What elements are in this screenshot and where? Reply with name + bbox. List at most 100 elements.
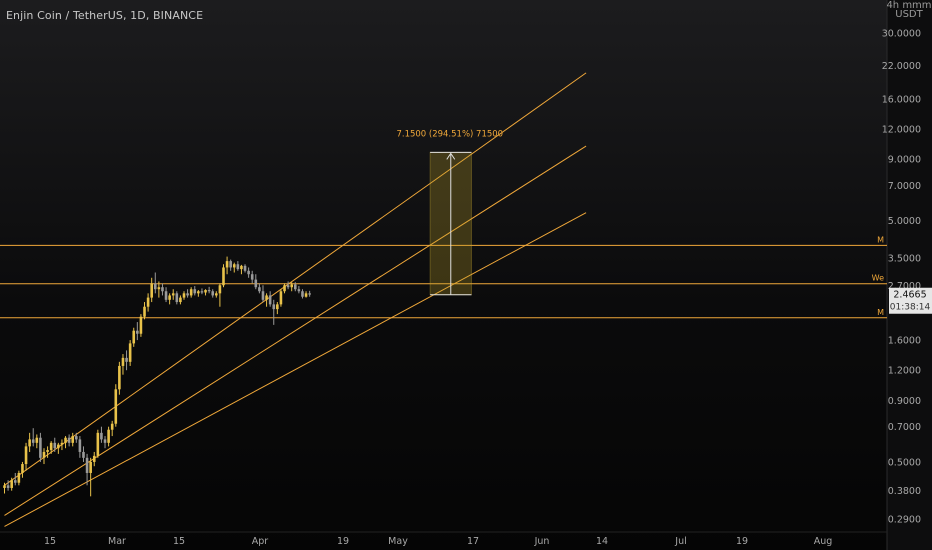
candle-body[interactable] [247,270,250,275]
price-axis-panel[interactable] [887,0,932,550]
candle-body[interactable] [64,437,67,443]
y-tick-label: 1.2000 [888,366,921,377]
candle-body[interactable] [21,464,24,473]
candle-body[interactable] [92,455,96,462]
channel-trendline[interactable] [4,212,587,527]
candle-body[interactable] [49,442,53,451]
candle-body[interactable] [243,265,247,271]
candle-body[interactable] [128,343,132,362]
candle-body[interactable] [211,291,215,296]
candle-body[interactable] [304,293,308,297]
candle-body[interactable] [46,450,49,452]
candle-body[interactable] [6,485,10,488]
candle-body[interactable] [85,457,89,473]
candle-body[interactable] [200,291,204,293]
candle-body[interactable] [175,293,179,303]
candle-body[interactable] [168,295,171,300]
candle-body[interactable] [258,287,261,292]
candle-body[interactable] [107,429,110,443]
candle-body[interactable] [286,285,290,288]
candle-body[interactable] [293,284,297,290]
x-tick-label: 17 [467,536,479,547]
candle-body[interactable] [215,293,218,296]
candle-body[interactable] [261,291,265,300]
candle-body[interactable] [164,291,168,300]
candle-body[interactable] [71,436,75,443]
channel-trendline[interactable] [4,145,587,516]
candle-body[interactable] [232,264,236,268]
candle-body[interactable] [250,274,254,280]
candle-body[interactable] [240,265,243,270]
candle-body[interactable] [103,439,107,443]
candle-body[interactable] [150,283,153,298]
candle-body[interactable] [3,485,6,488]
candle-body[interactable] [121,357,125,366]
candle-body[interactable] [276,304,279,310]
candle-body[interactable] [39,437,42,458]
candle-body[interactable] [283,285,286,292]
candle-body[interactable] [89,461,92,473]
candle-body[interactable] [301,291,304,297]
candle-body[interactable] [225,261,229,268]
candle-body[interactable] [10,480,13,488]
candle-body[interactable] [24,446,28,465]
candle-body[interactable] [308,293,311,295]
candle-body[interactable] [35,437,39,443]
candle-body[interactable] [182,293,186,298]
candle-body[interactable] [114,389,118,424]
candle-body[interactable] [193,289,197,294]
candle-body[interactable] [118,365,121,390]
currency-top-label: 4h mmm [886,0,931,11]
candle-body[interactable] [268,295,272,305]
candle-body[interactable] [143,306,146,317]
candle-body[interactable] [189,289,193,296]
candle-body[interactable] [78,439,82,452]
candle-body[interactable] [31,439,35,443]
price-badge-countdown: 01:38:14 [890,303,931,313]
candle-body[interactable] [53,442,57,449]
candle-body[interactable] [204,290,207,293]
candle-body[interactable] [207,290,211,292]
candle-body[interactable] [96,432,100,456]
candle-body[interactable] [218,285,222,294]
candle-body[interactable] [28,439,31,447]
candle-body[interactable] [136,330,139,334]
candle-body[interactable] [125,357,128,362]
candle-body[interactable] [279,291,283,305]
candle-body[interactable] [161,287,164,292]
candle-body[interactable] [236,264,240,270]
candle-body[interactable] [57,444,60,449]
candle-body[interactable] [42,451,46,458]
measure-arrow-head [446,152,456,160]
candle-body[interactable] [272,304,276,310]
candle-body[interactable] [197,291,200,294]
y-tick-label: 5.0000 [888,216,921,227]
candle-body[interactable] [186,293,189,296]
candle-body[interactable] [229,261,232,268]
candle-body[interactable] [290,284,293,288]
y-tick-label: 0.5000 [888,457,921,468]
candle-body[interactable] [297,289,301,292]
candle-body[interactable] [17,472,21,483]
candle-body[interactable] [153,283,157,290]
y-tick-label: 2.7000 [888,281,921,292]
y-tick-label: 22.0000 [882,61,921,72]
candle-body[interactable] [179,297,182,303]
channel-trendline[interactable] [4,72,587,486]
candle-body[interactable] [139,316,143,334]
candle-body[interactable] [132,330,136,344]
candle-body[interactable] [67,437,71,443]
candle-body[interactable] [75,436,78,440]
candle-body[interactable] [146,297,150,307]
candle-body[interactable] [110,423,114,430]
candle-body[interactable] [82,451,85,458]
candle-body[interactable] [254,279,258,288]
candle-body[interactable] [157,287,161,290]
candle-body[interactable] [222,267,225,286]
candle-body[interactable] [100,432,103,440]
candle-body[interactable] [60,442,64,445]
candle-body[interactable] [13,480,17,483]
candle-body[interactable] [171,293,175,296]
candle-body[interactable] [265,295,268,300]
